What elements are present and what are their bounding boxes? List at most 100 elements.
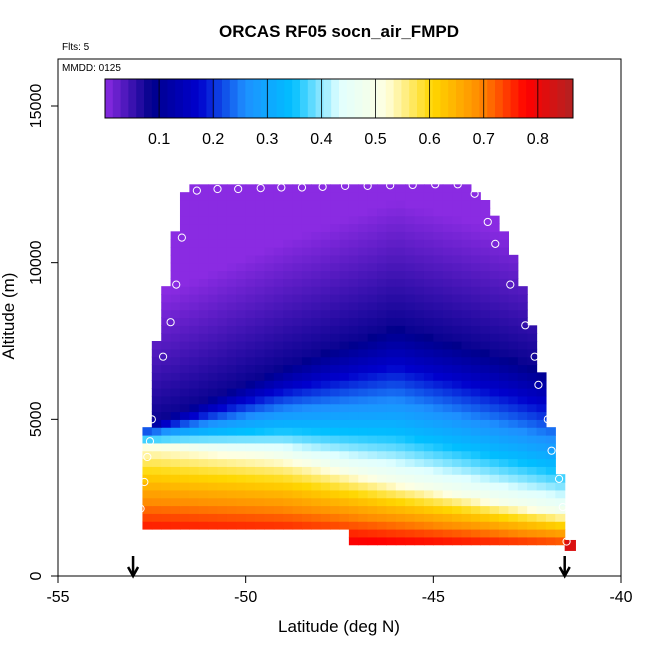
heatmap-cell <box>320 301 331 311</box>
heatmap-cell <box>442 333 453 342</box>
heatmap-cell <box>517 380 528 389</box>
colorbar-segment <box>300 79 309 118</box>
heatmap-cell <box>301 411 312 420</box>
heatmap-cell <box>358 184 369 193</box>
heatmap-cell <box>217 521 228 530</box>
heatmap-cell <box>208 254 219 264</box>
colorbar-segment <box>463 79 473 118</box>
heatmap-cell <box>198 450 209 460</box>
heatmap-cell <box>226 278 237 287</box>
heatmap-cell <box>377 411 388 420</box>
heatmap-cell <box>170 294 181 303</box>
heatmap-cell <box>452 450 463 460</box>
heatmap-cell <box>245 466 256 475</box>
heatmap-cell <box>189 427 200 436</box>
heatmap-cell <box>339 474 350 483</box>
heatmap-cell <box>433 341 444 350</box>
heatmap-cell <box>395 200 406 209</box>
heatmap-cell <box>386 286 397 295</box>
colorbar-segment <box>214 79 223 118</box>
heatmap-cell <box>189 474 200 483</box>
heatmap-cell <box>452 395 463 405</box>
heatmap-cell <box>433 411 444 420</box>
heatmap-cell <box>339 262 350 272</box>
heatmap-cell <box>377 286 388 295</box>
heatmap-cell <box>348 294 359 303</box>
heatmap-cell <box>236 317 247 326</box>
heatmap-cell <box>358 489 369 499</box>
heatmap-cell <box>311 521 322 530</box>
heatmap-cell <box>292 223 303 232</box>
heatmap-cell <box>470 529 481 538</box>
heatmap-cell <box>452 278 463 287</box>
heatmap-cell <box>301 341 312 350</box>
heatmap-cell <box>545 529 556 538</box>
heatmap-cell <box>423 529 434 538</box>
flight-track-point <box>453 180 462 189</box>
heatmap-cell <box>470 411 481 420</box>
heatmap-cell <box>264 466 275 475</box>
heatmap-cell <box>517 442 528 452</box>
heatmap-cell <box>348 364 359 373</box>
heatmap-cell <box>508 309 519 319</box>
heatmap-cell <box>461 207 472 217</box>
colorbar-segment <box>471 79 480 118</box>
heatmap-cell <box>480 215 491 225</box>
heatmap-cell <box>198 239 209 248</box>
colorbar-segment <box>510 79 519 118</box>
heatmap-cell <box>189 364 200 373</box>
heatmap-cell <box>452 247 463 256</box>
heatmap-cell <box>358 395 369 405</box>
heatmap-cell <box>264 286 275 295</box>
heatmap-cell <box>470 466 481 475</box>
heatmap-cell <box>423 489 434 499</box>
heatmap-cell <box>377 247 388 256</box>
heatmap-cell <box>273 482 284 491</box>
heatmap-cell <box>339 192 350 201</box>
heatmap-cell <box>386 192 397 201</box>
heatmap-cell <box>527 521 538 530</box>
heatmap-cell <box>508 270 519 279</box>
heatmap-cell <box>255 442 266 452</box>
heatmap-cell <box>395 309 406 319</box>
heatmap-cell <box>536 395 547 405</box>
heatmap-cell <box>367 403 378 413</box>
heatmap-cell <box>179 482 190 491</box>
heatmap-cell <box>273 278 284 287</box>
heatmap-cell <box>245 521 256 530</box>
heatmap-cell <box>508 380 519 389</box>
heatmap-cell <box>301 301 312 311</box>
heatmap-cell <box>414 513 425 522</box>
heatmap-cell <box>283 442 294 452</box>
heatmap-cell <box>170 450 181 460</box>
heatmap-cell <box>367 364 378 373</box>
heatmap-cell <box>320 395 331 405</box>
heatmap-cell <box>517 348 528 358</box>
heatmap-cell <box>283 411 294 420</box>
heatmap-cell <box>358 317 369 326</box>
heatmap-cell <box>423 450 434 460</box>
flight-track-point <box>483 217 492 227</box>
heatmap-cell <box>358 450 369 460</box>
heatmap-cell <box>470 419 481 428</box>
heatmap-cell <box>142 474 153 483</box>
heatmap-cell <box>348 309 359 319</box>
heatmap-cell <box>245 442 256 452</box>
heatmap-cell <box>301 247 312 256</box>
heatmap-cell <box>179 513 190 522</box>
heatmap-cell <box>527 536 538 546</box>
heatmap-cell <box>292 333 303 342</box>
heatmap-cell <box>255 184 266 193</box>
heatmap-cell <box>255 223 266 232</box>
heatmap-cell <box>508 286 519 295</box>
heatmap-cell <box>461 372 472 381</box>
heatmap-cell <box>452 380 463 389</box>
heatmap-cell <box>339 200 350 209</box>
heatmap-cell <box>320 388 331 397</box>
heatmap-cell <box>236 466 247 475</box>
heatmap-cell <box>367 489 378 499</box>
heatmap-cell <box>198 427 209 436</box>
heatmap-cell <box>536 450 547 460</box>
heatmap-cell <box>461 231 472 240</box>
heatmap-cell <box>395 184 406 193</box>
